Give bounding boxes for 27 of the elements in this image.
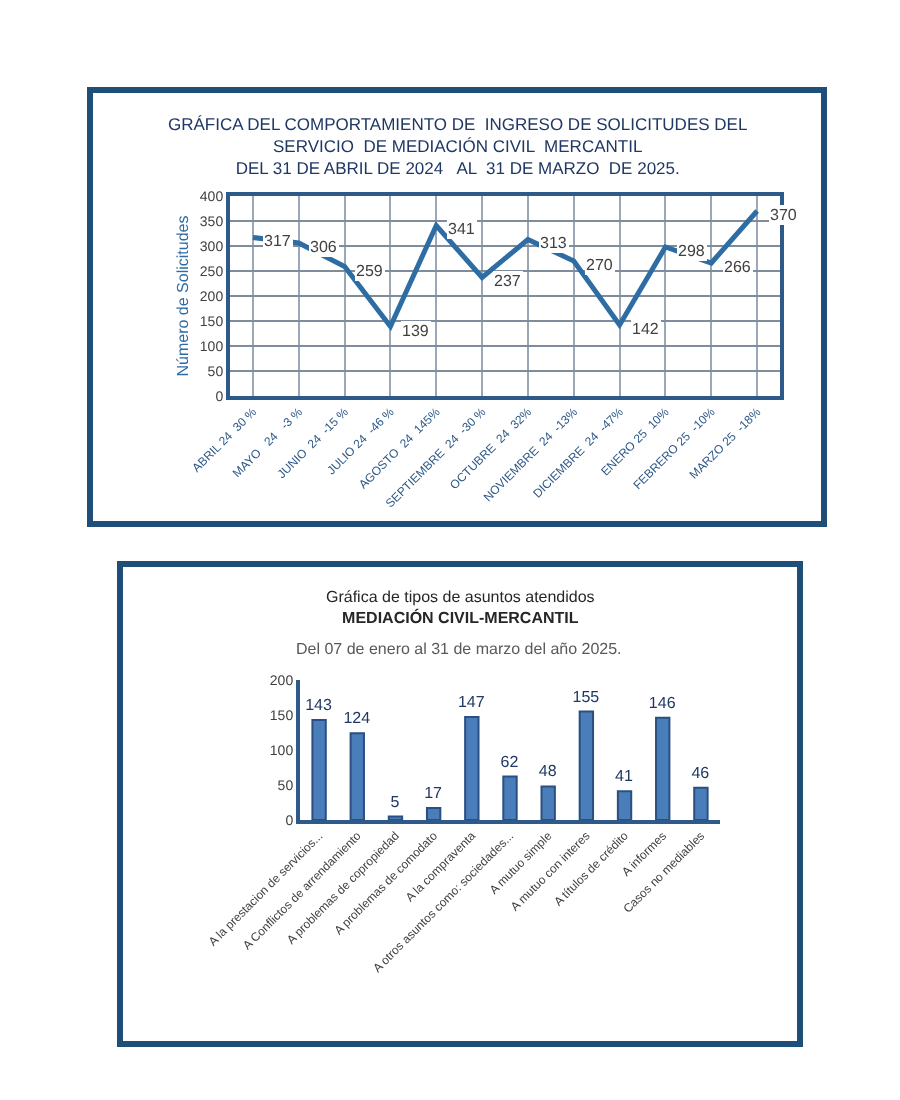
data-label: 62 [500,752,520,771]
data-label: 46 [691,763,711,782]
data-label: 237 [494,272,522,290]
data-label: 146 [648,693,677,712]
data-label: 41 [615,767,634,786]
data-label: 48 [538,762,558,781]
data-label: 370 [770,206,798,224]
chart-title: Gráfica de tipos de asuntos atendidos MEDIACIÓN CIVIL-MERCANTIL [326,588,595,627]
data-label: 270 [586,256,614,274]
data-label: 317 [264,232,292,250]
data-label: 17 [424,784,444,803]
data-label: 313 [540,234,568,252]
data-label: 298 [678,242,706,260]
data-label: 147 [457,693,486,712]
data-label: 306 [310,238,338,256]
data-label: 142 [632,320,660,338]
data-label: 5 [390,792,401,811]
data-label: 341 [448,220,476,238]
chart-subtitle: Del 07 de enero al 31 de marzo del año 2025. [296,640,622,658]
data-label: 266 [724,258,752,276]
data-label: 124 [343,709,372,728]
y-axis-title: Número de Solicitudes [174,215,193,377]
data-label: 259 [356,262,384,280]
data-label: 139 [402,322,430,340]
data-label: 155 [572,687,601,706]
chart-title: GRÁFICA DEL COMPORTAMIENTO DE INGRESO DE SOLICITUDES DEL SERVICIO DE MEDIACIÓN CIVIL MERCANTIL DEL 31 DE ABRIL DE 2024 AL 31 DE MARZO DE 2025. [168,114,748,179]
data-label: 143 [305,695,333,714]
